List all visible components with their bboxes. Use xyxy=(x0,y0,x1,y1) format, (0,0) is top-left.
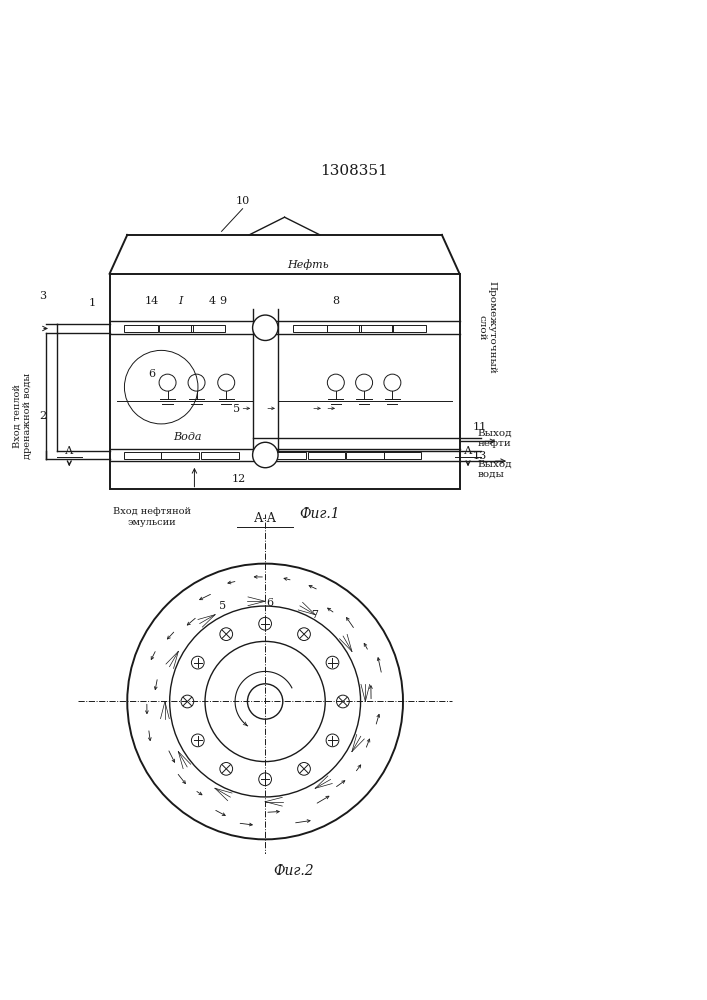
Text: 12: 12 xyxy=(232,474,246,484)
Text: воды: воды xyxy=(477,470,504,479)
Bar xyxy=(161,452,199,459)
Text: А: А xyxy=(65,446,74,456)
Text: Фиг.2: Фиг.2 xyxy=(273,864,314,878)
Text: 11: 11 xyxy=(472,422,486,432)
Bar xyxy=(384,452,421,459)
Text: 4: 4 xyxy=(209,296,216,306)
Text: Нефть: Нефть xyxy=(287,260,329,270)
Circle shape xyxy=(326,734,339,747)
Circle shape xyxy=(298,628,310,641)
Text: нефти: нефти xyxy=(477,439,511,448)
Bar xyxy=(327,325,361,332)
Circle shape xyxy=(252,442,278,468)
Text: 7: 7 xyxy=(311,610,318,620)
Text: Промежуточный
слой: Промежуточный слой xyxy=(477,281,496,374)
Text: Вход нефтяной
эмульсии: Вход нефтяной эмульсии xyxy=(113,507,191,527)
Circle shape xyxy=(327,374,344,391)
Circle shape xyxy=(159,374,176,391)
Text: 13: 13 xyxy=(472,451,486,461)
Text: 1308351: 1308351 xyxy=(320,164,387,178)
Circle shape xyxy=(181,695,194,708)
Circle shape xyxy=(252,315,278,341)
Bar xyxy=(124,325,158,332)
Text: 6: 6 xyxy=(267,598,274,608)
Circle shape xyxy=(188,374,205,391)
Text: 10: 10 xyxy=(235,196,250,206)
Text: 5: 5 xyxy=(218,601,226,611)
Circle shape xyxy=(192,656,204,669)
Text: А: А xyxy=(464,446,472,456)
Bar xyxy=(269,452,306,459)
Circle shape xyxy=(220,628,233,641)
Text: Выход: Выход xyxy=(477,460,512,469)
Text: 14: 14 xyxy=(145,296,159,306)
Circle shape xyxy=(259,617,271,630)
Text: 1: 1 xyxy=(88,298,95,308)
Circle shape xyxy=(220,762,233,775)
Bar xyxy=(392,325,426,332)
Circle shape xyxy=(192,734,204,747)
Text: I: I xyxy=(178,296,182,306)
Circle shape xyxy=(218,374,235,391)
Circle shape xyxy=(356,374,373,391)
Text: 8: 8 xyxy=(332,296,339,306)
Bar xyxy=(308,452,345,459)
Bar xyxy=(201,452,239,459)
Bar xyxy=(191,325,225,332)
Circle shape xyxy=(326,656,339,669)
Bar xyxy=(124,452,161,459)
Bar xyxy=(359,325,393,332)
Text: Вход теплой
дренажной воды: Вход теплой дренажной воды xyxy=(13,373,33,459)
Text: А-А: А-А xyxy=(254,512,276,525)
Text: Выход: Выход xyxy=(477,429,512,438)
Text: 3: 3 xyxy=(39,291,46,301)
Text: Фиг.1: Фиг.1 xyxy=(299,507,340,521)
Bar xyxy=(293,325,327,332)
Circle shape xyxy=(337,695,349,708)
Circle shape xyxy=(298,762,310,775)
Circle shape xyxy=(259,773,271,786)
Bar xyxy=(346,452,384,459)
Text: 5: 5 xyxy=(233,404,240,414)
Text: Вода: Вода xyxy=(173,432,201,442)
Bar xyxy=(159,325,193,332)
Text: 2: 2 xyxy=(39,411,46,421)
Circle shape xyxy=(384,374,401,391)
Text: 6: 6 xyxy=(148,369,156,379)
Text: 9: 9 xyxy=(219,296,226,306)
